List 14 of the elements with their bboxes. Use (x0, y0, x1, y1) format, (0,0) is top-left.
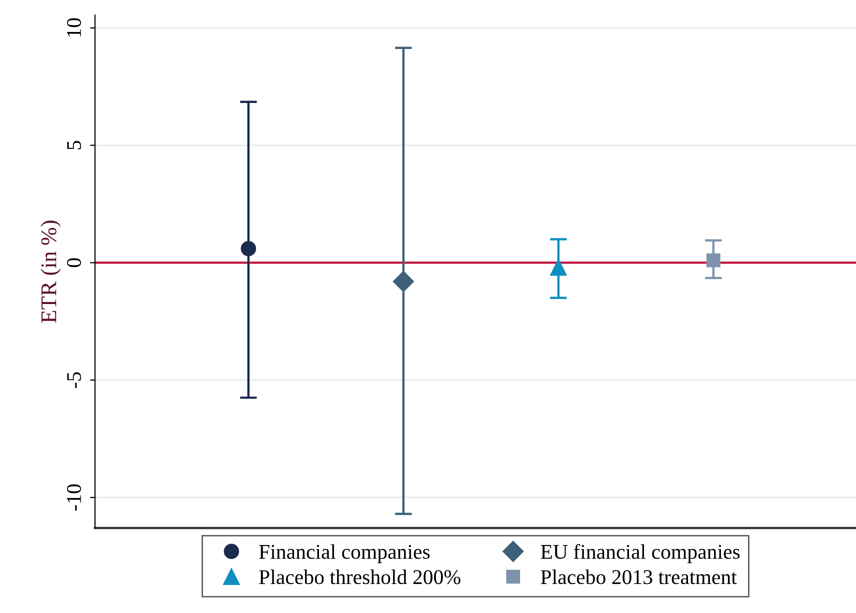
legend-label: Financial companies (259, 544, 430, 564)
legend-label: EU financial companies (540, 544, 740, 564)
y-tick-label: 5 (67, 140, 82, 150)
legend-label: Placebo threshold 200% (259, 570, 460, 584)
point (240, 240, 256, 256)
y-tick-label: 10 (66, 18, 82, 36)
point (706, 253, 720, 268)
y-tick-label: -5 (67, 372, 82, 388)
legend-label: Placebo 2013 treatment (540, 570, 737, 584)
point (392, 270, 414, 292)
y-axis-title: ETR (in %) (40, 220, 61, 323)
y-tick-label: -10 (66, 484, 82, 511)
point (550, 259, 567, 276)
y-tick-label: 0 (66, 258, 82, 268)
